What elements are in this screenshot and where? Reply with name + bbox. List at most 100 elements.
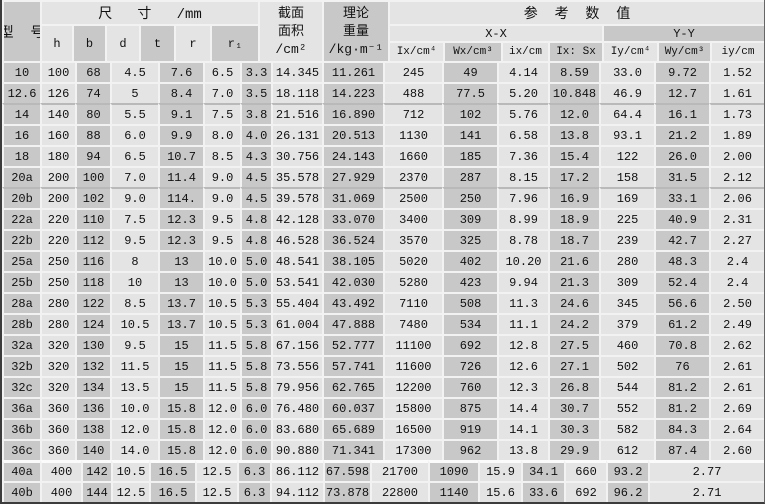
table-cell: 13 [158, 271, 203, 292]
table-cell: 110 [75, 208, 110, 229]
table-cell: 12.8 [497, 334, 548, 355]
col-header-model: 型 号 [2, 0, 40, 61]
table-cell: 9.94 [497, 271, 548, 292]
table-cell: 5280 [383, 271, 442, 292]
table-cell: 14.1 [497, 418, 548, 439]
table-cell: 4.3 [240, 145, 271, 166]
table-cell: 18.118 [271, 82, 322, 103]
table-cell: 875 [442, 397, 497, 418]
table-cell: 10.5 [111, 460, 149, 481]
table-cell: 56.6 [654, 292, 709, 313]
table-cell: 40.9 [654, 208, 709, 229]
table-cell: 18.9 [548, 208, 599, 229]
table-cell: 245 [383, 61, 442, 82]
row-model-cell: 14 [2, 103, 40, 124]
table-cell: 15.8 [158, 439, 203, 460]
table-cell: 132 [75, 355, 110, 376]
row-model-cell: 40b [2, 481, 40, 502]
col-header-section-area: 截面 面积 /cm² [258, 0, 322, 61]
table-cell: 13 [158, 250, 203, 271]
table-cell: 612 [599, 439, 654, 460]
table-cell: 8.5 [110, 292, 158, 313]
table-cell: 287 [442, 166, 497, 187]
table-cell: 280 [40, 313, 75, 334]
table-cell: 1090 [428, 460, 478, 481]
table-cell: 33.1 [654, 187, 709, 208]
table-cell: 2.4 [709, 250, 764, 271]
table-cell: 2.69 [709, 397, 764, 418]
table-cell: 10.848 [548, 82, 599, 103]
row-model-cell: 22b [2, 229, 40, 250]
table-cell: 21700 [370, 460, 428, 481]
table-cell: 24.143 [322, 145, 383, 166]
table-cell: 544 [599, 376, 654, 397]
table-cell: 142 [81, 460, 111, 481]
table-row: 22b 220 112 9.5 12.3 9.5 4.8 46.528 36.524 3570 32… [2, 229, 764, 250]
table-cell: 6.58 [497, 124, 548, 145]
table-row: 36b 360 138 12.0 15.8 12.0 6.0 83.680 65.689 1650… [2, 418, 764, 439]
table-cell: 100 [40, 61, 75, 82]
table-cell: 9.5 [110, 229, 158, 250]
col-header-ix: Ix/cm⁴ [388, 41, 443, 61]
table-cell: 1.73 [709, 103, 764, 124]
table-cell: 12.0 [110, 418, 158, 439]
table-cell: 692 [442, 334, 497, 355]
table-cell: 10.0 [203, 271, 240, 292]
table-cell: 8 [110, 250, 158, 271]
table-cell: 1.89 [709, 124, 764, 145]
table-cell: 12.6 [497, 355, 548, 376]
table-cell: 9.0 [110, 187, 158, 208]
table-row: 16 160 88 6.0 9.9 8.0 4.0 26.131 20.513 1130 141 6.… [2, 124, 764, 145]
table-cell: 360 [40, 418, 75, 439]
table-cell: 220 [40, 229, 75, 250]
row-model-cell: 10 [2, 61, 40, 82]
table-cell: 180 [40, 145, 75, 166]
row-model-cell: 28a [2, 292, 40, 313]
table-cell: 100 [75, 166, 110, 187]
table-cell: 7110 [383, 292, 442, 313]
table-cell: 5.3 [240, 313, 271, 334]
table-cell: 21.2 [654, 124, 709, 145]
table-cell: 552 [599, 397, 654, 418]
table-cell: 962 [442, 439, 497, 460]
table-cell: 102 [442, 103, 497, 124]
table-cell: 30.7 [548, 397, 599, 418]
table-cell: 9.5 [110, 334, 158, 355]
table-cell: 11.261 [322, 61, 383, 82]
table-cell: 10.20 [497, 250, 548, 271]
table-cell: 4.8 [240, 229, 271, 250]
table-cell: 102 [75, 187, 110, 208]
table-cell: 320 [40, 376, 75, 397]
col-group-size-mm: 尺 寸 /mm [40, 0, 258, 24]
col-header-ix-radius: ix/cm [501, 41, 548, 61]
table-cell: 26.8 [548, 376, 599, 397]
table-cell: 12.0 [203, 397, 240, 418]
table-cell: 13.8 [548, 124, 599, 145]
col-header-d: d [105, 24, 139, 61]
table-cell: 138 [75, 418, 110, 439]
row-model-cell: 32c [2, 376, 40, 397]
table-cell: 11100 [383, 334, 442, 355]
table-row: 28b 280 124 10.5 13.7 10.5 5.3 61.004 47.888 7480… [2, 313, 764, 334]
row-model-cell: 40a [2, 460, 40, 481]
table-cell: 16.5 [149, 481, 195, 502]
table-cell: 3570 [383, 229, 442, 250]
table-cell: 8.99 [497, 208, 548, 229]
row-model-cell: 18 [2, 145, 40, 166]
table-cell: 7.36 [497, 145, 548, 166]
table-cell: 36.524 [322, 229, 383, 250]
table-cell: 83.680 [271, 418, 322, 439]
table-cell: 6.0 [240, 397, 271, 418]
table-cell: 5.0 [240, 271, 271, 292]
table-cell: 14.345 [271, 61, 322, 82]
table-cell: 660 [564, 460, 606, 481]
table-cell: 239 [599, 229, 654, 250]
table-cell: 2.50 [709, 292, 764, 313]
row-model-cell: 12.6 [2, 82, 40, 103]
table-cell: 10.0 [203, 250, 240, 271]
table-cell: 3.5 [240, 82, 271, 103]
table-cell: 49 [442, 61, 497, 82]
table-cell: 15.6 [478, 481, 521, 502]
table-cell: 48.3 [654, 250, 709, 271]
table-cell: 60.037 [322, 397, 383, 418]
